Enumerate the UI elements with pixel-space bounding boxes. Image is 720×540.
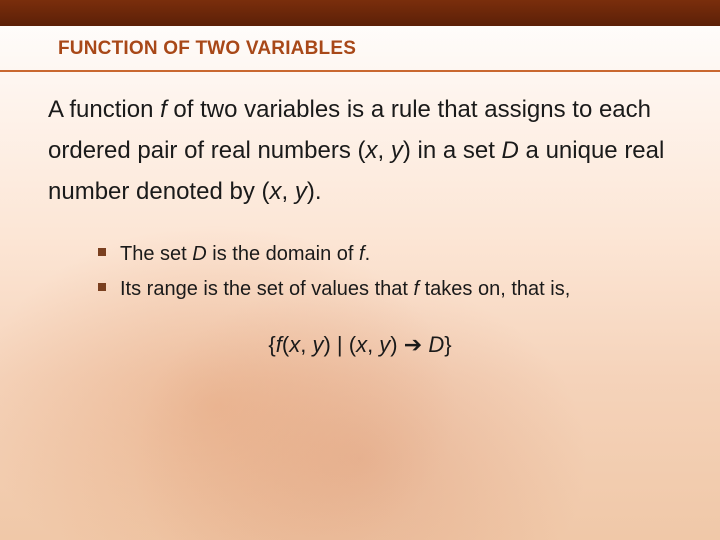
text-seg: takes on, that is,	[419, 278, 570, 300]
text-seg: ).	[307, 178, 322, 205]
var-D: D	[428, 332, 444, 357]
text-seg: A function	[48, 96, 160, 123]
slide-title: FUNCTION OF TWO VARIABLES	[0, 26, 720, 70]
bullet-list: The set D is the domain of f. Its range …	[0, 212, 720, 304]
text-seg: ,	[367, 332, 379, 357]
text-seg: ) | (	[323, 332, 356, 357]
text-seg: )	[390, 332, 403, 357]
var-D: D	[192, 243, 206, 265]
text-seg: The set	[120, 243, 192, 265]
text-seg: ,	[377, 137, 390, 164]
var-x: x	[356, 332, 367, 357]
text-seg: Its range is the set of values that	[120, 278, 414, 300]
var-y: y	[379, 332, 390, 357]
list-item: Its range is the set of values that f ta…	[98, 275, 660, 304]
element-of-arrow-icon: ➔	[404, 332, 422, 357]
text-seg: }	[444, 332, 451, 357]
range-expression: {f(x, y) | (x, y) ➔ D}	[0, 310, 720, 358]
var-y: y	[312, 332, 323, 357]
text-seg: ,	[300, 332, 312, 357]
definition-text: A function f of two variables is a rule …	[0, 72, 720, 212]
var-y: y	[391, 137, 403, 164]
var-x: x	[289, 332, 300, 357]
text-seg: is the domain of	[207, 243, 359, 265]
text-seg: .	[365, 243, 371, 265]
var-x: x	[365, 137, 377, 164]
var-y: y	[295, 178, 307, 205]
text-seg: {	[268, 332, 275, 357]
var-D: D	[502, 137, 519, 164]
var-f: f	[160, 96, 167, 123]
text-seg: ,	[281, 178, 294, 205]
top-bar	[0, 0, 720, 26]
text-seg: ) in a set	[403, 137, 502, 164]
list-item: The set D is the domain of f.	[98, 240, 660, 269]
var-x: x	[269, 178, 281, 205]
